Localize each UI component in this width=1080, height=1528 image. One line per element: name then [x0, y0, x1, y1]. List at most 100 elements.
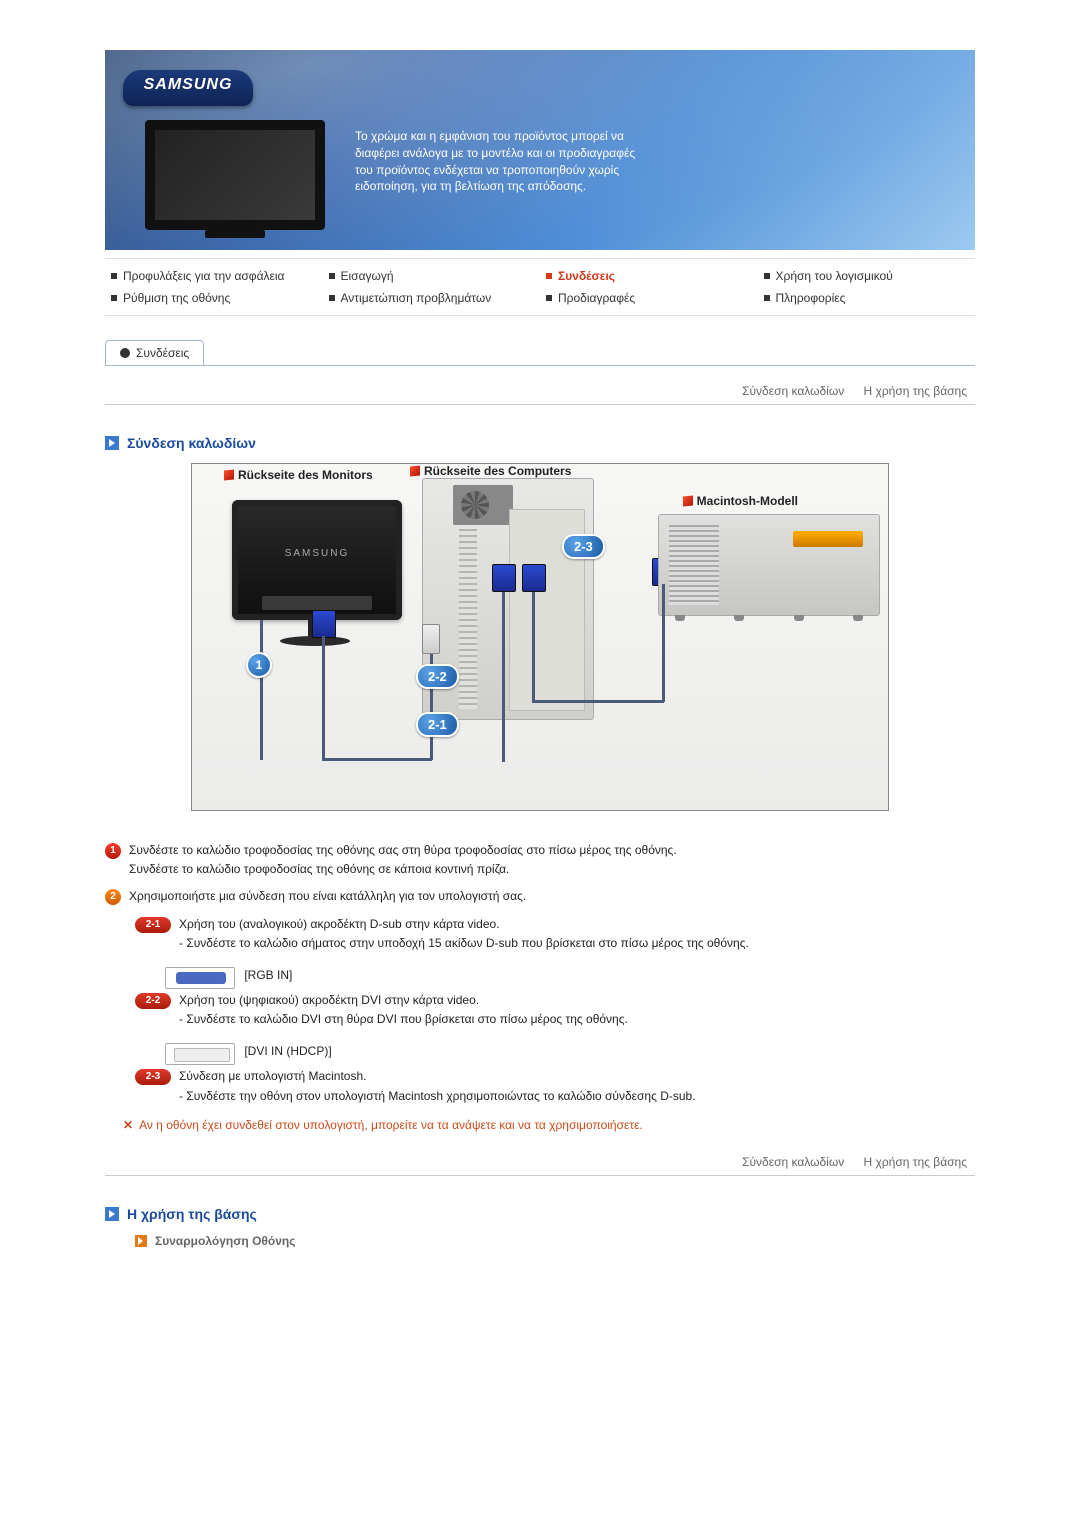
instruction-2-3-block: 2-3 Σύνδεση με υπολογιστή Macintosh. - Σ… — [105, 1067, 975, 1105]
callout-2-2-icon: 2-2 — [416, 664, 459, 689]
bullet-icon — [546, 273, 552, 279]
banner-monitor-screen — [155, 130, 315, 220]
banner-line-2: διαφέρει ανάλογα με το μοντέλο και οι πρ… — [355, 145, 755, 162]
header-banner: SAMSUNG Το χρώμα και η εμφάνιση του προϊ… — [105, 50, 975, 250]
bullet-icon — [546, 295, 552, 301]
cube-icon — [683, 495, 693, 506]
rgb-port-icon — [165, 967, 235, 989]
badge-2-icon: 2 — [105, 889, 121, 905]
instruction-2-3: 2-3 Σύνδεση με υπολογιστή Macintosh. - Σ… — [135, 1067, 975, 1105]
mac-cable-hz-graphic — [532, 700, 664, 703]
mac-feet-graphic — [675, 615, 863, 621]
sublink-stand-usage-b[interactable]: Η χρήση της βάσης — [856, 1155, 975, 1169]
instruction-2: 2 Χρησιμοποιήστε μια σύνδεση που είναι κ… — [105, 887, 975, 906]
banner-monitor-graphic — [145, 120, 325, 230]
diagram-label-computer: Rückseite des Computers — [410, 464, 571, 478]
vga-cable-3-graphic — [532, 592, 535, 702]
cube-icon — [410, 465, 420, 476]
bullet-icon — [764, 273, 770, 279]
instruction-1-text: Συνδέστε το καλώδιο τροφοδοσίας της οθόν… — [129, 841, 677, 879]
mac-grille-graphic — [669, 525, 719, 605]
bullet-icon — [111, 295, 117, 301]
instructions-block: 1 Συνδέστε το καλώδιο τροφοδοσίας της οθ… — [105, 841, 975, 1135]
badge-2-3-icon: 2-3 — [135, 1069, 171, 1085]
nav-safety[interactable]: Προφυλάξεις για την ασφάλεια — [105, 265, 323, 287]
tab-label: Συνδέσεις — [136, 346, 189, 360]
nav-label: Ρύθμιση της οθόνης — [123, 291, 230, 305]
callout-2-1-icon: 2-1 — [416, 712, 459, 737]
sublink-cable-connection-b[interactable]: Σύνδεση καλωδίων — [734, 1155, 852, 1169]
pc-vga-plug-a-icon — [492, 564, 516, 592]
note-text: Αν η οθόνη έχει συνδεθεί στον υπολογιστή… — [139, 1116, 643, 1135]
instruction-2-2-text: Χρήση του (ψηφιακού) ακροδέκτη DVI στην … — [179, 991, 628, 1029]
banner-disclaimer: Το χρώμα και η εμφάνιση του προϊόντος μπ… — [355, 128, 755, 195]
nav-row-1: Προφυλάξεις για την ασφάλεια Εισαγωγή Συ… — [105, 265, 975, 287]
nav-information[interactable]: Πληροφορίες — [758, 287, 976, 309]
tab-strip: Συνδέσεις — [105, 340, 975, 366]
callout-2-3-icon: 2-3 — [562, 534, 605, 559]
label-text: Rückseite des Computers — [424, 464, 571, 478]
vga-cable-1-graphic — [322, 636, 325, 760]
vga-cable-1b-graphic — [322, 758, 432, 761]
instruction-1a: Συνδέστε το καλώδιο τροφοδοσίας της οθόν… — [129, 841, 677, 860]
sublink-cable-connection[interactable]: Σύνδεση καλωδίων — [734, 384, 852, 398]
bullet-icon — [111, 273, 117, 279]
nav-specs[interactable]: Προδιαγραφές — [540, 287, 758, 309]
dvi-plug-icon — [422, 624, 440, 654]
nav-connections[interactable]: Συνδέσεις — [540, 265, 758, 287]
nav-troubleshooting[interactable]: Αντιμετώπιση προβλημάτων — [323, 287, 541, 309]
nav-display-settings[interactable]: Ρύθμιση της οθόνης — [105, 287, 323, 309]
brand-logo: SAMSUNG — [123, 70, 253, 106]
arrow-icon — [105, 1207, 119, 1221]
connection-diagram: Rückseite des Monitors Rückseite des Com… — [191, 463, 889, 811]
nav-introduction[interactable]: Εισαγωγή — [323, 265, 541, 287]
dvi-port-label: [DVI IN (HDCP)] — [244, 1044, 331, 1058]
section-stand-usage-title: Η χρήση της βάσης — [105, 1206, 975, 1222]
mac-graphic — [658, 514, 880, 616]
tab-connections[interactable]: Συνδέσεις — [105, 340, 204, 365]
instruction-2-1a: Χρήση του (αναλογικού) ακροδέκτη D-sub σ… — [179, 915, 749, 934]
assembly-subheading: Συναρμολόγηση Οθόνης — [105, 1234, 975, 1248]
arrow-icon — [135, 1235, 147, 1247]
banner-line-1: Το χρώμα και η εμφάνιση του προϊόντος μπ… — [355, 128, 755, 145]
mac-drive-graphic — [793, 531, 863, 547]
instruction-2-2-block: 2-2 Χρήση του (ψηφιακού) ακροδέκτη DVI σ… — [105, 991, 975, 1067]
vga-cable-2-graphic — [502, 592, 505, 762]
section-title-text: Σύνδεση καλωδίων — [127, 435, 256, 451]
power-cable-graphic — [260, 620, 263, 760]
nav-label: Πληροφορίες — [776, 291, 846, 305]
nav-label: Συνδέσεις — [558, 269, 615, 283]
instruction-2-2b: - Συνδέστε το καλώδιο DVI στη θύρα DVI π… — [179, 1010, 628, 1029]
banner-line-3: του προϊόντος ενδέχεται να τροποποιηθούν… — [355, 162, 755, 179]
nav-label: Αντιμετώπιση προβλημάτων — [341, 291, 492, 305]
badge-2-1-icon: 2-1 — [135, 917, 171, 933]
nav-software[interactable]: Χρήση του λογισμικού — [758, 265, 976, 287]
note-x-icon: ✕ — [123, 1116, 133, 1135]
monitor-brand-text: SAMSUNG — [232, 548, 402, 559]
monitor-back-graphic: SAMSUNG — [232, 500, 402, 620]
psu-fan-graphic — [461, 491, 489, 519]
mac-cable-v-graphic — [662, 584, 665, 702]
instruction-2-3-text: Σύνδεση με υπολογιστή Macintosh. - Συνδέ… — [179, 1067, 696, 1105]
label-text: Rückseite des Monitors — [238, 468, 373, 482]
subheading-text: Συναρμολόγηση Οθόνης — [155, 1234, 295, 1248]
section-sublinks-bottom: Σύνδεση καλωδίων Η χρήση της βάσης — [105, 1155, 975, 1176]
rgb-port-label: [RGB IN] — [244, 968, 292, 982]
diagram-label-mac: Macintosh-Modell — [683, 494, 798, 508]
instruction-2-1-block: 2-1 Χρήση του (αναλογικού) ακροδέκτη D-s… — [105, 915, 975, 991]
banner-line-4: ειδοποίηση, για τη βελτίωση της απόδοσης… — [355, 178, 755, 195]
bullet-icon — [764, 295, 770, 301]
sublink-stand-usage[interactable]: Η χρήση της βάσης — [856, 384, 975, 398]
monitor-vga-plug-icon — [312, 610, 336, 638]
instruction-2-3a: Σύνδεση με υπολογιστή Macintosh. — [179, 1067, 696, 1086]
nav-label: Εισαγωγή — [341, 269, 394, 283]
dvi-port-inner — [174, 1048, 230, 1062]
diagram-label-monitor: Rückseite des Monitors — [224, 468, 373, 482]
banner-monitor-stand — [205, 230, 265, 238]
instruction-2-2a: Χρήση του (ψηφιακού) ακροδέκτη DVI στην … — [179, 991, 628, 1010]
instruction-1b: Συνδέστε το καλώδιο τροφοδοσίας της οθόν… — [129, 860, 677, 879]
nav-label: Προδιαγραφές — [558, 291, 635, 305]
callout-1-icon: 1 — [246, 652, 272, 678]
section-cable-connection-title: Σύνδεση καλωδίων — [105, 435, 975, 451]
instruction-2-text: Χρησιμοποιήστε μια σύνδεση που είναι κατ… — [129, 887, 526, 906]
